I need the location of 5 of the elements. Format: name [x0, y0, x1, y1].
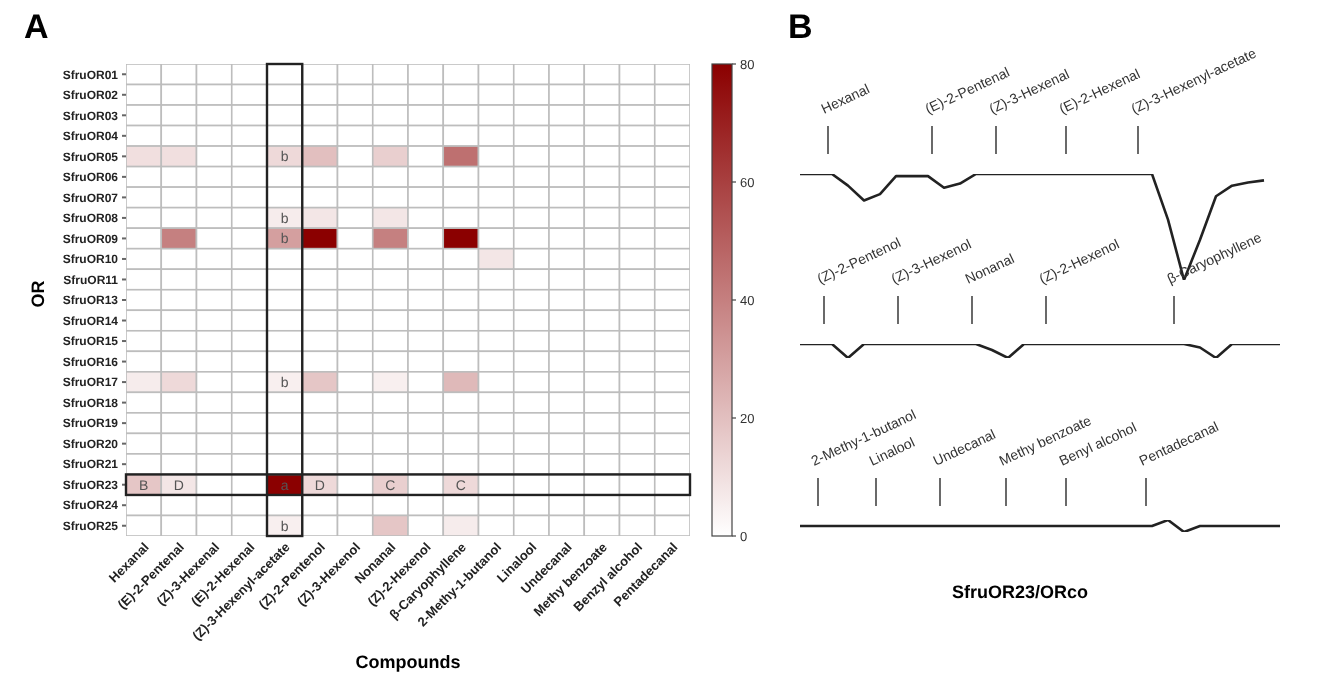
chart-title: A — [24, 8, 49, 48]
y-axis-title: OR — [27, 280, 48, 308]
chart-title: B — [788, 8, 813, 48]
x-axis-title: Compounds — [353, 652, 463, 672]
x-axis-title: SfruOR23/ORco — [949, 582, 1090, 602]
